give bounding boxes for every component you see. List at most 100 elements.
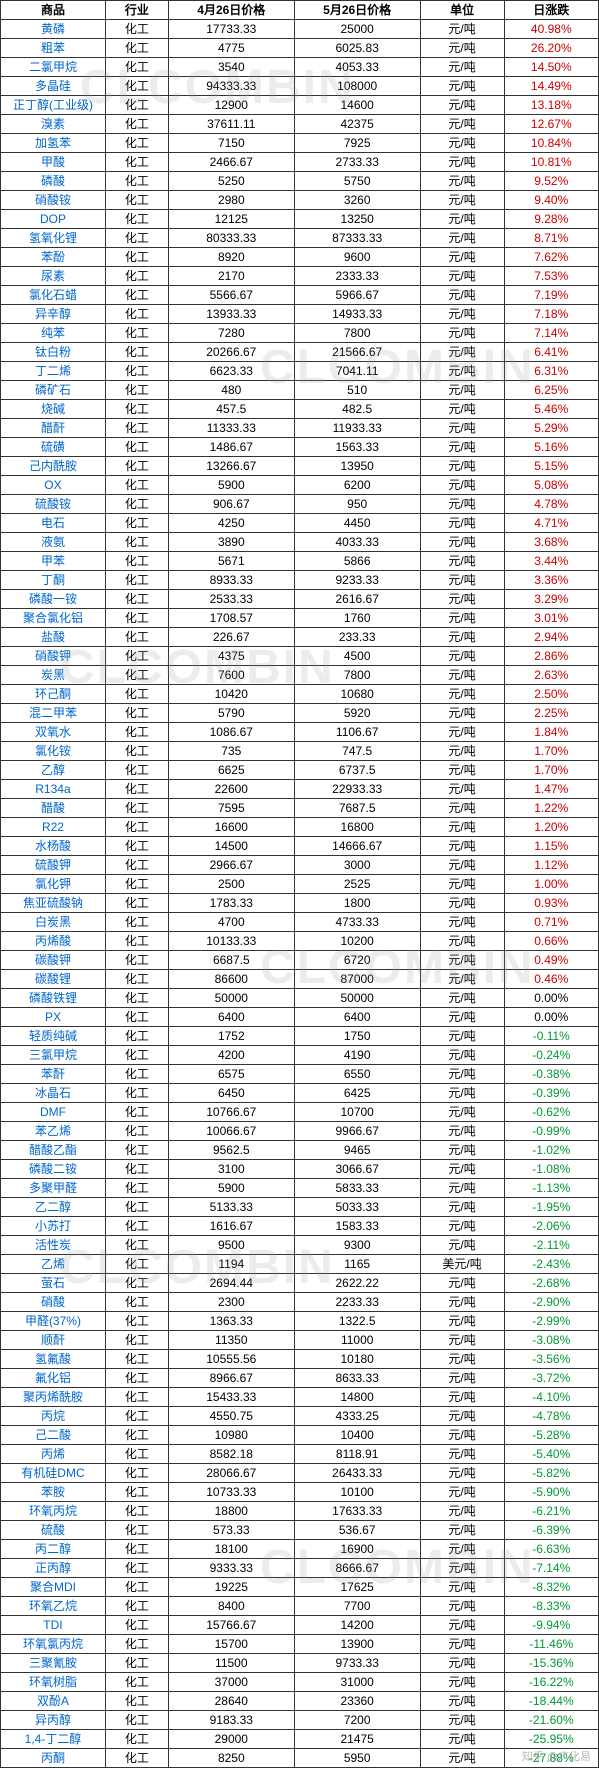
change-cell: 6.41% (504, 343, 598, 362)
unit-cell: 元/吨 (420, 818, 504, 837)
industry-cell: 化工 (105, 1217, 168, 1236)
industry-cell: 化工 (105, 913, 168, 932)
unit-cell: 元/吨 (420, 1559, 504, 1578)
price-may-cell: 10180 (294, 1350, 420, 1369)
table-row: 白炭黑化工47004733.33元/吨0.71% (1, 913, 599, 932)
change-cell: 5.29% (504, 419, 598, 438)
change-cell: 1.70% (504, 761, 598, 780)
industry-cell: 化工 (105, 1692, 168, 1711)
unit-cell: 元/吨 (420, 267, 504, 286)
change-cell: -1.08% (504, 1160, 598, 1179)
price-may-cell: 4500 (294, 647, 420, 666)
commodity-name: 有机硅DMC (1, 1464, 106, 1483)
industry-cell: 化工 (105, 951, 168, 970)
unit-cell: 元/吨 (420, 286, 504, 305)
price-apr-cell: 457.5 (168, 400, 294, 419)
price-apr-cell: 15766.67 (168, 1616, 294, 1635)
change-cell: -9.94% (504, 1616, 598, 1635)
unit-cell: 元/吨 (420, 115, 504, 134)
change-cell: 0.49% (504, 951, 598, 970)
change-cell: -8.33% (504, 1597, 598, 1616)
change-cell: -3.72% (504, 1369, 598, 1388)
price-may-cell: 14800 (294, 1388, 420, 1407)
price-apr-cell: 28640 (168, 1692, 294, 1711)
industry-cell: 化工 (105, 1578, 168, 1597)
price-may-cell: 8666.67 (294, 1559, 420, 1578)
table-row: 丙烯酸化工10133.3310200元/吨0.66% (1, 932, 599, 951)
price-may-cell: 50000 (294, 989, 420, 1008)
unit-cell: 元/吨 (420, 1426, 504, 1445)
price-apr-cell: 12900 (168, 96, 294, 115)
price-may-cell: 10680 (294, 685, 420, 704)
commodity-name: 丙烯 (1, 1445, 106, 1464)
unit-cell: 元/吨 (420, 1084, 504, 1103)
table-row: 冰晶石化工64506425元/吨-0.39% (1, 1084, 599, 1103)
table-row: 丙烷化工4550.754333.25元/吨-4.78% (1, 1407, 599, 1426)
price-apr-cell: 6623.33 (168, 362, 294, 381)
price-may-cell: 5750 (294, 172, 420, 191)
change-cell: 12.67% (504, 115, 598, 134)
industry-cell: 化工 (105, 419, 168, 438)
unit-cell: 元/吨 (420, 704, 504, 723)
price-apr-cell: 8582.18 (168, 1445, 294, 1464)
table-row: 醋酐化工11333.3311933.33元/吨5.29% (1, 419, 599, 438)
table-row: 溴素化工37611.1142375元/吨12.67% (1, 115, 599, 134)
industry-cell: 化工 (105, 438, 168, 457)
col-header-1: 行业 (105, 1, 168, 20)
table-row: 磷酸化工52505750元/吨9.52% (1, 172, 599, 191)
price-may-cell: 3066.67 (294, 1160, 420, 1179)
unit-cell: 元/吨 (420, 381, 504, 400)
industry-cell: 化工 (105, 1483, 168, 1502)
commodity-name: 电石 (1, 514, 106, 533)
unit-cell: 元/吨 (420, 514, 504, 533)
industry-cell: 化工 (105, 172, 168, 191)
industry-cell: 化工 (105, 761, 168, 780)
price-apr-cell: 6687.5 (168, 951, 294, 970)
unit-cell: 元/吨 (420, 343, 504, 362)
table-row: 氢氧化锂化工80333.3387333.33元/吨8.71% (1, 229, 599, 248)
table-row: DMF化工10766.6710700元/吨-0.62% (1, 1103, 599, 1122)
price-apr-cell: 11350 (168, 1331, 294, 1350)
price-apr-cell: 10420 (168, 685, 294, 704)
change-cell: 6.25% (504, 381, 598, 400)
table-row: 氯化石蜡化工5566.675966.67元/吨7.19% (1, 286, 599, 305)
industry-cell: 化工 (105, 628, 168, 647)
table-row: 硫酸钾化工2966.673000元/吨1.12% (1, 856, 599, 875)
commodity-name: 苯乙烯 (1, 1122, 106, 1141)
industry-cell: 化工 (105, 77, 168, 96)
price-may-cell: 6720 (294, 951, 420, 970)
price-apr-cell: 7600 (168, 666, 294, 685)
table-row: 混二甲苯化工57905920元/吨2.25% (1, 704, 599, 723)
price-may-cell: 6737.5 (294, 761, 420, 780)
change-cell: 4.78% (504, 495, 598, 514)
industry-cell: 化工 (105, 248, 168, 267)
price-apr-cell: 6575 (168, 1065, 294, 1084)
change-cell: -18.44% (504, 1692, 598, 1711)
commodity-name: 粗苯 (1, 39, 106, 58)
price-may-cell: 13900 (294, 1635, 420, 1654)
table-row: 磷酸铁锂化工5000050000元/吨0.00% (1, 989, 599, 1008)
industry-cell: 化工 (105, 1502, 168, 1521)
commodity-name: 黄磷 (1, 20, 106, 39)
commodity-name: 轻质纯碱 (1, 1027, 106, 1046)
price-apr-cell: 16600 (168, 818, 294, 837)
commodity-name: 液氨 (1, 533, 106, 552)
commodity-name: R134a (1, 780, 106, 799)
commodity-name: TDI (1, 1616, 106, 1635)
price-may-cell: 11000 (294, 1331, 420, 1350)
industry-cell: 化工 (105, 609, 168, 628)
commodity-name: 碳酸钾 (1, 951, 106, 970)
industry-cell: 化工 (105, 1540, 168, 1559)
unit-cell: 元/吨 (420, 1198, 504, 1217)
commodity-name: 烧碱 (1, 400, 106, 419)
change-cell: 3.36% (504, 571, 598, 590)
table-row: 环氧氯丙烷化工1570013900元/吨-11.46% (1, 1635, 599, 1654)
table-row: 异丙醇化工9183.337200元/吨-21.60% (1, 1711, 599, 1730)
unit-cell: 元/吨 (420, 609, 504, 628)
change-cell: 5.16% (504, 438, 598, 457)
change-cell: -0.24% (504, 1046, 598, 1065)
unit-cell: 元/吨 (420, 666, 504, 685)
price-may-cell: 17625 (294, 1578, 420, 1597)
unit-cell: 元/吨 (420, 495, 504, 514)
commodity-name: 氯化铵 (1, 742, 106, 761)
